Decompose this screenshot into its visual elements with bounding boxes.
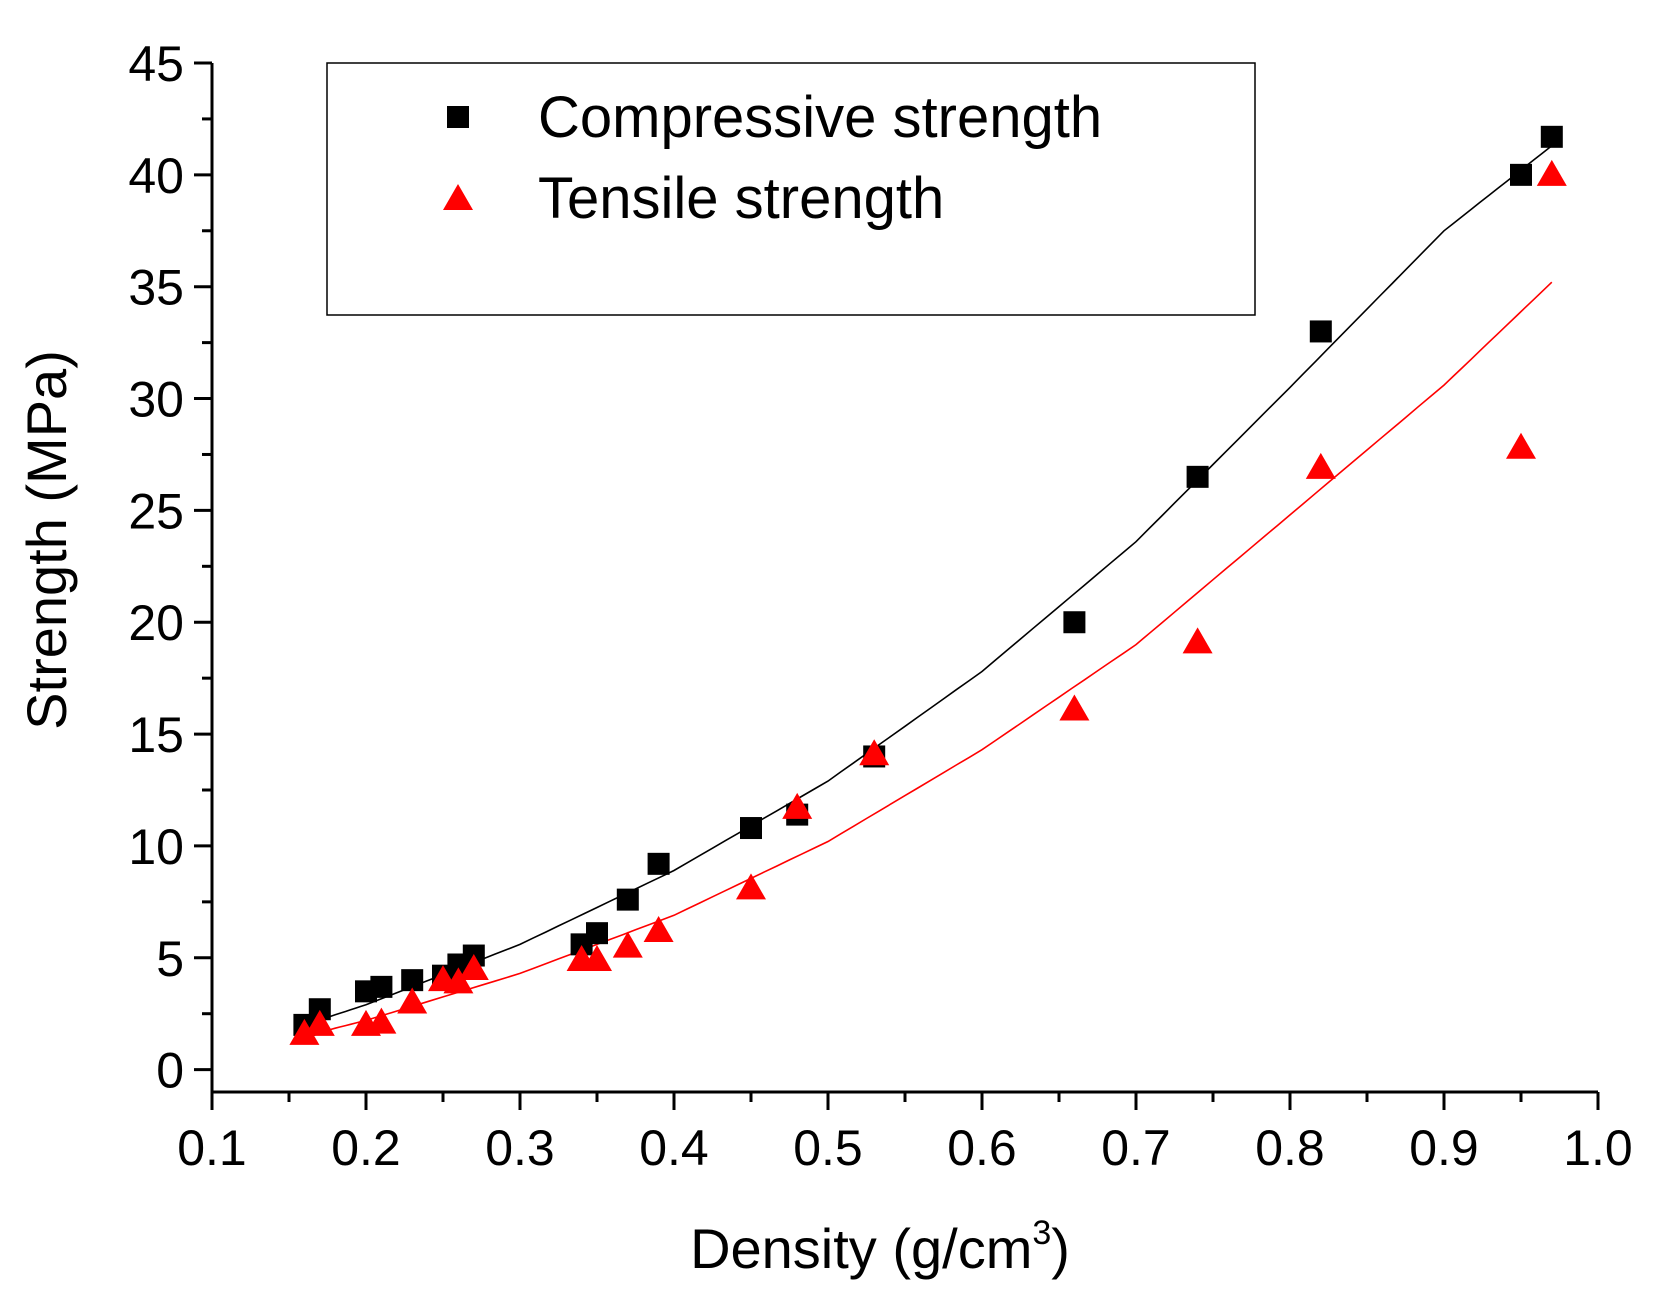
legend-marker-tensile: [443, 184, 473, 210]
x-axis-title-text: Density (g/cm: [690, 1217, 1032, 1280]
data-markers: [289, 125, 1567, 1045]
compressive-point: [1309, 320, 1332, 343]
y-tick-label: 0: [156, 1043, 184, 1099]
compressive-point: [1063, 611, 1086, 634]
y-axis-title: Strength (MPa): [15, 350, 78, 730]
legend-box: [326, 62, 1256, 316]
tensile-point: [582, 945, 612, 972]
tensile-point: [443, 967, 474, 994]
compressive-point: [586, 922, 608, 945]
compressive-point: [308, 998, 331, 1021]
x-tick-label: 0.9: [1409, 1120, 1479, 1176]
x-tick-label: 0.6: [947, 1120, 1017, 1176]
y-tick-label: 25: [128, 483, 184, 539]
y-tick-label: 20: [128, 595, 184, 651]
y-tick-label: 40: [128, 148, 184, 204]
x-axis-title-superscript: 3: [1032, 1214, 1051, 1252]
y-tick-label: 5: [156, 931, 184, 987]
tensile-point: [736, 873, 766, 900]
x-tick-label: 0.2: [331, 1120, 401, 1176]
tensile-point: [1506, 432, 1536, 459]
legend: Compressive strength Tensile strength: [326, 62, 1256, 316]
compressive-point: [1510, 163, 1532, 186]
tensile-point: [304, 1009, 335, 1036]
tensile-point: [458, 953, 489, 980]
x-tick-label: 1.0: [1563, 1120, 1633, 1176]
y-tick-label: 35: [128, 260, 184, 316]
x-tick-label: 0.4: [639, 1120, 709, 1176]
x-axis-title: Density (g/cm3): [690, 1214, 1070, 1280]
tensile-point: [397, 987, 428, 1014]
y-tick-label: 10: [128, 819, 184, 875]
x-tick-label: 0.3: [485, 1120, 555, 1176]
tensile-fit-curve: [304, 281, 1553, 1037]
x-tick-label: 0.7: [1101, 1120, 1171, 1176]
tensile-point: [782, 792, 813, 819]
legend-label-tensile: Tensile strength: [538, 166, 944, 231]
tensile-point: [1305, 452, 1336, 479]
tensile-point: [1536, 159, 1567, 186]
compressive-point: [647, 852, 670, 875]
tensile-point: [612, 931, 643, 958]
x-tick-label: 0.1: [177, 1120, 247, 1176]
tensile-point: [859, 739, 890, 766]
tensile-point: [366, 1007, 397, 1034]
x-axis: 0.1 0.2 0.3 0.4 0.5 0.6 0.7 0.8 0.9 1.0: [177, 1090, 1633, 1176]
tensile-point: [289, 1018, 320, 1045]
legend-label-compressive: Compressive strength: [538, 85, 1102, 150]
y-axis: 0 5 10 15 20 25 30 35 40 45: [128, 36, 214, 1099]
tensile-point: [643, 915, 674, 942]
compressive-point: [740, 817, 762, 840]
compressive-point: [370, 975, 393, 998]
tensile-point: [1059, 694, 1090, 721]
compressive-point: [1186, 465, 1209, 488]
y-tick-label: 45: [128, 36, 184, 92]
compressive-point: [616, 888, 639, 911]
x-axis-title-suffix: ): [1051, 1217, 1070, 1280]
legend-marker-compressive: [447, 106, 469, 128]
x-tick-label: 0.8: [1255, 1120, 1325, 1176]
y-tick-label: 15: [128, 707, 184, 763]
compressive-point: [401, 969, 424, 992]
compressive-point: [1540, 125, 1563, 148]
x-tick-label: 0.5: [793, 1120, 863, 1176]
tensile-point: [1182, 627, 1213, 654]
y-tick-label: 30: [128, 372, 184, 428]
